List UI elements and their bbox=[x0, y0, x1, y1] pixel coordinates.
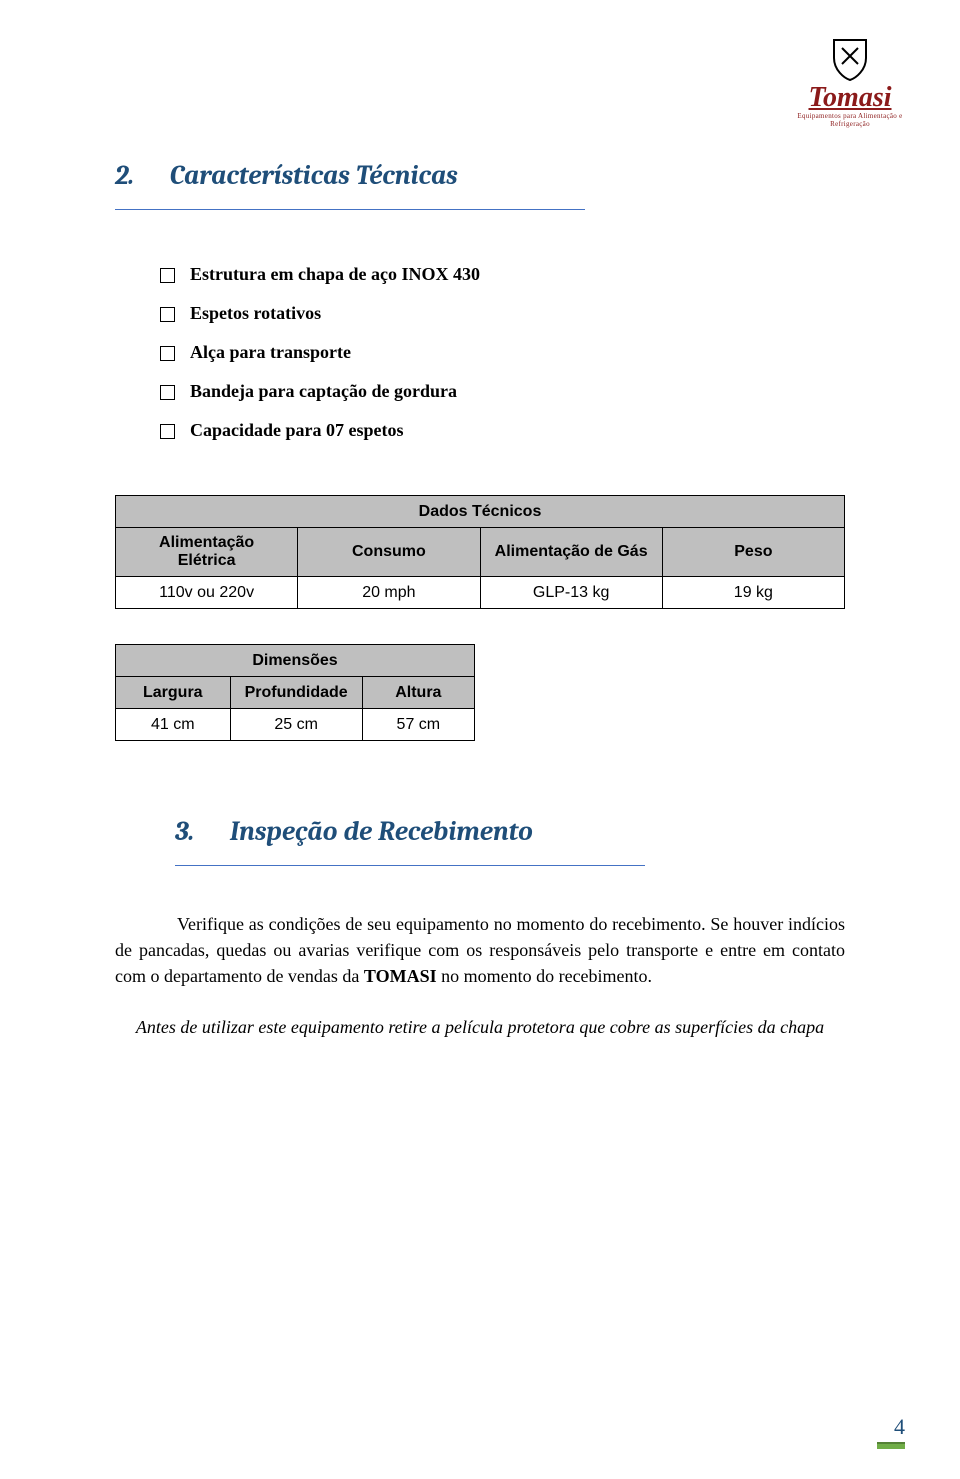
inspection-note: Antes de utilizar este equipamento retir… bbox=[115, 1014, 845, 1040]
brand-name: Tomasi bbox=[790, 84, 910, 112]
section-title-text: Inspeção de Recebimento bbox=[230, 816, 533, 847]
page-accent bbox=[877, 1442, 905, 1449]
table-cell: 19 kg bbox=[662, 577, 844, 609]
table-caption: Dados Técnicos bbox=[116, 496, 845, 528]
shield-icon bbox=[832, 38, 868, 82]
inspection-paragraph: Verifique as condições de seu equipament… bbox=[115, 911, 845, 989]
section-3-heading: 3. Inspeção de Recebimento bbox=[175, 816, 845, 847]
dimensions-table: Dimensões Largura Profundidade Altura 41… bbox=[115, 644, 475, 741]
section-2-heading: 2. Características Técnicas bbox=[115, 160, 845, 191]
column-header: Altura bbox=[362, 677, 474, 709]
column-header: Profundidade bbox=[230, 677, 362, 709]
section-number: 2. bbox=[115, 160, 134, 191]
column-header: Consumo bbox=[298, 528, 480, 577]
page-footer: 4 bbox=[877, 1414, 905, 1449]
section-rule bbox=[115, 209, 585, 210]
features-list: Estrutura em chapa de aço INOX 430 Espet… bbox=[160, 255, 845, 450]
table-cell: 110v ou 220v bbox=[116, 577, 298, 609]
technical-data-table: Dados Técnicos Alimentação Elétrica Cons… bbox=[115, 495, 845, 609]
brand-bold: TOMASI bbox=[364, 966, 437, 986]
brand-logo: Tomasi Equipamentos para Alimentação e R… bbox=[790, 38, 910, 128]
column-header: Alimentação de Gás bbox=[480, 528, 662, 577]
list-item: Alça para transporte bbox=[160, 333, 845, 372]
section-title-text: Características Técnicas bbox=[170, 160, 458, 191]
list-item: Capacidade para 07 espetos bbox=[160, 411, 845, 450]
list-item: Bandeja para captação de gordura bbox=[160, 372, 845, 411]
table-caption: Dimensões bbox=[116, 645, 475, 677]
column-header: Alimentação Elétrica bbox=[116, 528, 298, 577]
column-header: Peso bbox=[662, 528, 844, 577]
page-number: 4 bbox=[877, 1414, 905, 1440]
column-header: Largura bbox=[116, 677, 231, 709]
table-cell: GLP-13 kg bbox=[480, 577, 662, 609]
table-cell: 41 cm bbox=[116, 709, 231, 741]
section-rule bbox=[175, 865, 645, 866]
table-cell: 57 cm bbox=[362, 709, 474, 741]
list-item: Espetos rotativos bbox=[160, 294, 845, 333]
section-number: 3. bbox=[175, 816, 194, 847]
list-item: Estrutura em chapa de aço INOX 430 bbox=[160, 255, 845, 294]
paragraph-text: no momento do recebimento. bbox=[437, 966, 652, 986]
table-cell: 20 mph bbox=[298, 577, 480, 609]
table-cell: 25 cm bbox=[230, 709, 362, 741]
brand-tagline: Equipamentos para Alimentação e Refriger… bbox=[790, 112, 910, 128]
